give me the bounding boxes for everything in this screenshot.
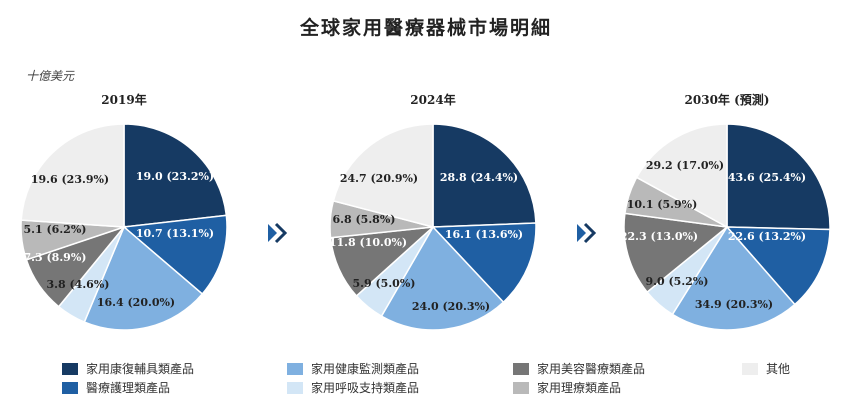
pie-title: 2030年 (預測) [685, 92, 770, 107]
chart-title: 全球家用醫療器械市場明細 [299, 16, 552, 39]
legend-item: 家用呼吸支持類產品 [287, 380, 419, 395]
legend-label: 家用理療類產品 [537, 380, 621, 395]
pie-slice [671, 225, 796, 331]
pie-slice [623, 212, 729, 294]
unit-label: 十億美元 [26, 69, 75, 83]
slice-label: 6.8 (5.8%) [333, 213, 396, 226]
pie-3: 2030年 (預測) 43.6 (25.4%) 22.6 (13.2%) 34.9 (… [620, 92, 831, 331]
pie-slice [380, 225, 505, 331]
slice-label: 5.9 (5.0%) [353, 277, 416, 290]
legend-item: 家用理療類產品 [513, 380, 621, 395]
slice-label: 22.6 (13.2%) [728, 230, 806, 243]
legend-label: 家用呼吸支持類產品 [311, 380, 419, 395]
slice-label: 24.7 (20.9%) [340, 172, 418, 185]
slice-label: 19.6 (23.9%) [31, 173, 109, 186]
legend-label: 其他 [766, 362, 790, 376]
pie-slice [122, 214, 228, 296]
legend-label: 家用健康監測類產品 [311, 361, 419, 376]
slice-label: 19.0 (23.2%) [136, 170, 214, 183]
pie-1: 2019年 19.0 (23.2%) 10.7 (13.1%) 16.4 (20.0%… [20, 92, 228, 331]
legend-label: 醫療護理類產品 [86, 380, 170, 395]
slice-label: 28.8 (24.4%) [440, 171, 518, 184]
legend-swatch [62, 382, 78, 394]
pie-slice [332, 123, 434, 228]
pie-2: 2024年 28.8 (24.4%) 16.1 (13.6%) 24.0 (20.3%… [329, 92, 537, 331]
slice-label: 16.4 (20.0%) [97, 296, 175, 309]
legend-swatch [287, 382, 303, 394]
slice-label: 11.8 (10.0%) [329, 236, 407, 249]
pie-slice [635, 123, 728, 229]
slice-label: 16.1 (13.6%) [445, 228, 523, 241]
slice-label: 24.0 (20.3%) [412, 300, 490, 313]
pie-slice [20, 123, 125, 228]
arrow-icon [577, 222, 597, 244]
pie-title: 2019年 [101, 92, 146, 107]
legend-swatch [742, 363, 758, 375]
slice-label: 9.0 (5.2%) [646, 275, 709, 288]
legend-swatch [62, 363, 78, 375]
slice-label: 10.1 (5.9%) [627, 198, 698, 211]
legend-item: 家用美容醫療類產品 [513, 361, 645, 376]
slice-label: 5.1 (6.2%) [24, 223, 87, 236]
pie-slice [431, 222, 537, 304]
slice-label: 7.3 (8.9%) [24, 251, 87, 264]
legend-label: 家用康復輔具類產品 [86, 361, 194, 376]
legend-item: 醫療護理類產品 [62, 380, 170, 395]
slice-label: 43.6 (25.4%) [728, 171, 806, 184]
legend-item: 其他 [742, 362, 790, 376]
pie-slice [725, 226, 831, 306]
legend-label: 家用美容醫療類產品 [537, 361, 645, 376]
pie-slice [726, 123, 831, 231]
slice-label: 34.9 (20.3%) [695, 298, 773, 311]
arrow-icon [268, 222, 288, 244]
pie-slice [432, 123, 537, 228]
slice-label: 22.3 (13.0%) [620, 230, 698, 243]
legend-swatch [287, 363, 303, 375]
legend-item: 家用健康監測類產品 [287, 361, 419, 376]
pie-slice [123, 123, 228, 228]
legend-swatch [513, 363, 529, 375]
slice-label: 29.2 (17.0%) [646, 159, 724, 172]
slice-label: 10.7 (13.1%) [136, 227, 214, 240]
slice-label: 3.8 (4.6%) [47, 278, 110, 291]
legend-item: 家用康復輔具類產品 [62, 361, 194, 376]
legend-swatch [513, 382, 529, 394]
pie-title: 2024年 [410, 92, 455, 107]
